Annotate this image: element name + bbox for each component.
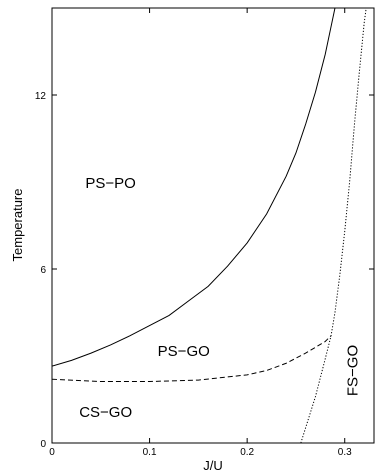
- region-label: FS−GO: [344, 345, 361, 396]
- y-tick-label: 6: [40, 265, 46, 276]
- y-tick-label: 12: [35, 91, 47, 102]
- x-axis-label: J/U: [203, 458, 223, 473]
- ticks-layer: 0 0.1 0.2 0.3 0 6 12: [35, 8, 374, 458]
- series-line-dashed: [52, 335, 332, 383]
- series-layer: [52, 8, 367, 443]
- y-axis-label: Temperature: [10, 189, 25, 262]
- series-line-solid: [52, 8, 336, 367]
- series-line-dotted: [300, 8, 367, 443]
- x-tick-label: 0: [49, 447, 55, 458]
- y-tick-label: 0: [40, 439, 46, 450]
- region-label: CS−GO: [79, 404, 132, 421]
- region-label: PS−GO: [158, 343, 210, 360]
- x-tick-label: 0.3: [338, 447, 352, 458]
- region-label: PS−PO: [85, 175, 135, 192]
- plot-frame: [51, 7, 375, 444]
- x-tick-label: 0.2: [240, 447, 254, 458]
- annotation-layer: PS−PO PS−GO CS−GO FS−GO: [79, 175, 361, 421]
- x-tick-label: 0.1: [143, 447, 157, 458]
